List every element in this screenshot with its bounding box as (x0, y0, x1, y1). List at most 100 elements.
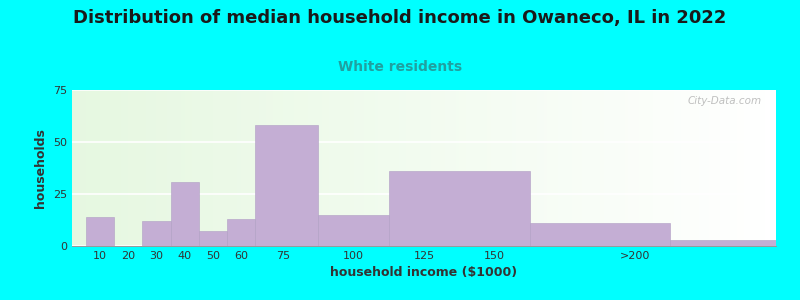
Bar (586, 90, 590, 246)
Bar (238, 90, 241, 246)
Bar (354, 90, 357, 246)
Y-axis label: households: households (34, 128, 47, 208)
Bar (170, 182, 198, 246)
Bar (245, 90, 248, 246)
Bar (540, 90, 544, 246)
Bar (498, 90, 502, 246)
Bar (382, 90, 386, 246)
Bar (562, 90, 565, 246)
Bar (322, 90, 326, 246)
Bar (660, 90, 663, 246)
Bar (304, 90, 308, 246)
Bar (97, 90, 100, 246)
Bar (82, 90, 86, 246)
Bar (286, 90, 290, 246)
Bar (258, 90, 262, 246)
Bar (276, 90, 280, 246)
Bar (726, 90, 730, 246)
Bar (621, 90, 625, 246)
Bar (713, 90, 716, 246)
Bar (371, 90, 374, 246)
Bar (678, 90, 681, 246)
Bar (389, 171, 530, 246)
Bar (195, 90, 198, 246)
Bar (273, 90, 276, 246)
Bar (766, 90, 769, 246)
Bar (223, 90, 227, 246)
Bar (410, 90, 414, 246)
Bar (315, 90, 318, 246)
Bar (603, 90, 607, 246)
Bar (755, 90, 758, 246)
Bar (515, 90, 519, 246)
Bar (283, 90, 286, 246)
Bar (364, 90, 368, 246)
Bar (681, 90, 685, 246)
Bar (572, 90, 575, 246)
Bar (544, 90, 547, 246)
Bar (512, 90, 515, 246)
Bar (456, 90, 459, 246)
Bar (519, 90, 522, 246)
Bar (178, 90, 181, 246)
Bar (480, 90, 484, 246)
Bar (653, 90, 656, 246)
Bar (716, 90, 720, 246)
Bar (100, 90, 104, 246)
Bar (90, 90, 93, 246)
Bar (547, 90, 550, 246)
Bar (255, 90, 258, 246)
Bar (378, 90, 382, 246)
Bar (635, 90, 638, 246)
Bar (769, 90, 773, 246)
Bar (122, 90, 125, 246)
Bar (188, 90, 192, 246)
Bar (470, 90, 474, 246)
Bar (132, 90, 135, 246)
Bar (741, 90, 744, 246)
Bar (449, 90, 452, 246)
Bar (618, 90, 621, 246)
Bar (674, 90, 678, 246)
Bar (575, 90, 579, 246)
Bar (399, 90, 403, 246)
Bar (241, 90, 245, 246)
Bar (227, 219, 255, 246)
Bar (751, 90, 755, 246)
Bar (688, 90, 691, 246)
Bar (702, 90, 706, 246)
Bar (579, 90, 582, 246)
Bar (762, 90, 766, 246)
Bar (730, 90, 734, 246)
Bar (414, 90, 417, 246)
Bar (533, 90, 537, 246)
Bar (114, 90, 118, 246)
Bar (230, 90, 234, 246)
Bar (522, 90, 526, 246)
Bar (220, 90, 223, 246)
Bar (198, 231, 227, 246)
Bar (227, 90, 230, 246)
Bar (565, 90, 568, 246)
Bar (663, 90, 667, 246)
Bar (163, 90, 167, 246)
Bar (153, 90, 157, 246)
Bar (386, 90, 389, 246)
Bar (403, 90, 406, 246)
Bar (459, 90, 462, 246)
Bar (417, 90, 421, 246)
Bar (667, 90, 670, 246)
Bar (628, 90, 632, 246)
Bar (167, 90, 170, 246)
Bar (505, 90, 509, 246)
Bar (392, 90, 396, 246)
Bar (301, 90, 304, 246)
Bar (691, 90, 695, 246)
Bar (255, 125, 318, 246)
Bar (318, 90, 322, 246)
Bar (452, 90, 456, 246)
Bar (442, 90, 445, 246)
Bar (125, 90, 128, 246)
Bar (477, 90, 480, 246)
Bar (582, 90, 586, 246)
